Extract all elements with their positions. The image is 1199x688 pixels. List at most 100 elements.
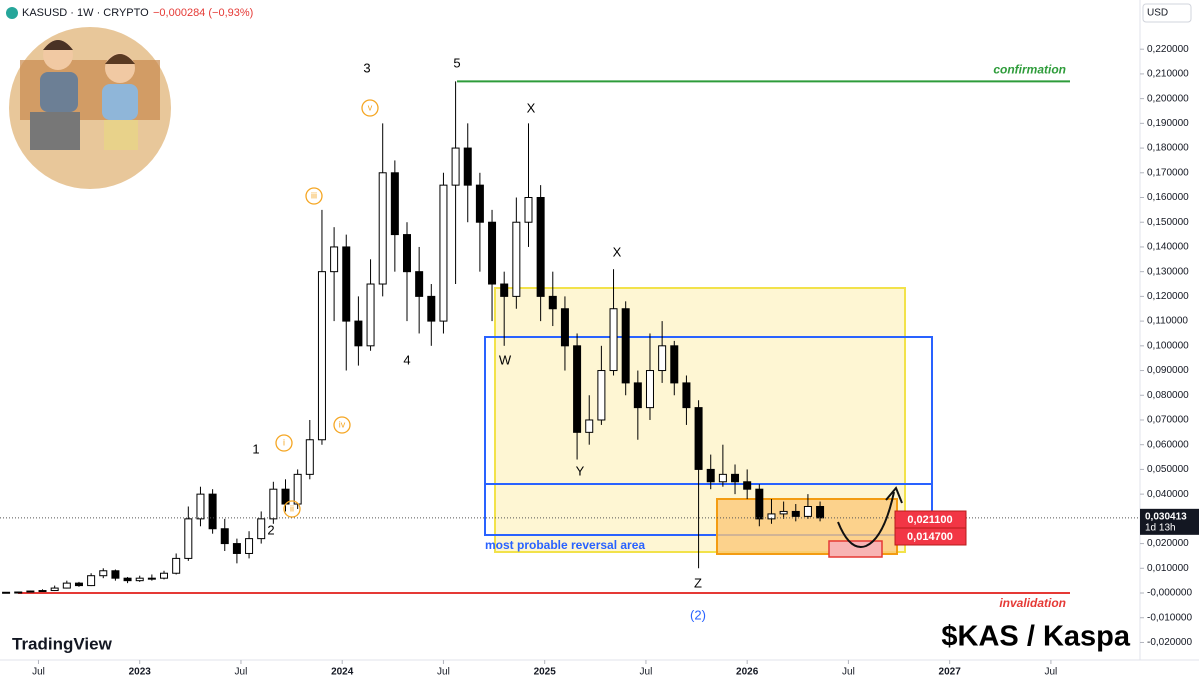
candle-body <box>99 570 108 577</box>
candle-body <box>402 234 411 273</box>
candle-body <box>184 518 193 559</box>
level-label: confirmation <box>993 62 1066 76</box>
box-tag-label: 0,021100 <box>907 514 952 526</box>
wave-label: 5 <box>453 55 460 70</box>
wave-label: (2) <box>690 607 706 622</box>
symbol-title: KASUSD · 1W · CRYPTO <box>22 7 149 19</box>
currency: USD <box>1147 8 1168 19</box>
candle-body <box>645 370 654 409</box>
x-tick-label: Jul <box>32 667 45 678</box>
candle-body <box>196 493 205 520</box>
wave-label: X <box>613 244 622 259</box>
candle-body <box>330 246 339 273</box>
x-tick-label: Jul <box>437 667 450 678</box>
candle-body <box>743 481 752 490</box>
y-tick-label: 0,060000 <box>1147 439 1189 450</box>
candle-body <box>123 577 132 582</box>
candle-body <box>147 577 156 580</box>
wave-label: 4 <box>403 352 410 367</box>
candle-body <box>172 557 181 574</box>
x-tick-label: Jul <box>235 667 248 678</box>
wave-label: v <box>368 102 373 112</box>
candle-body <box>670 345 679 384</box>
box-tag-label: 0,014700 <box>907 531 953 543</box>
candle-body <box>548 295 557 310</box>
change: −0,000284 (−0,93%) <box>153 7 253 19</box>
y-tick-label: 0,130000 <box>1147 266 1189 277</box>
candle-body <box>14 591 23 594</box>
candle-body <box>524 197 533 223</box>
y-tick-label: 0,090000 <box>1147 365 1189 376</box>
y-tick-label: 0,210000 <box>1147 69 1189 80</box>
avatar <box>9 27 171 189</box>
candle-body <box>62 582 71 589</box>
y-tick-label: 0,020000 <box>1147 538 1189 549</box>
candle-body <box>26 590 35 593</box>
wave-label: iv <box>339 419 346 429</box>
wave-circle <box>361 99 379 117</box>
candle-body <box>74 582 83 587</box>
candle-body <box>257 518 266 540</box>
x-tick-label: 2027 <box>939 667 962 678</box>
candle-body <box>305 439 314 475</box>
brand: TradingView <box>12 634 113 653</box>
candle-body <box>317 271 326 441</box>
arrow-head <box>885 486 903 504</box>
wave-label: 3 <box>363 60 370 75</box>
candle-body <box>366 283 375 347</box>
candle-body <box>585 419 594 433</box>
zone-label: most probable reversal area <box>485 538 645 552</box>
candle-body <box>160 572 169 579</box>
y-tick-label: 0,190000 <box>1147 118 1189 129</box>
reversal-box <box>484 336 933 536</box>
candle-body <box>816 505 825 519</box>
candle-body <box>293 473 302 505</box>
candle-body <box>390 172 399 236</box>
level-label: invalidation <box>999 596 1066 610</box>
x-tick-label: Jul <box>842 667 855 678</box>
candle-body <box>378 172 387 285</box>
x-tick-label: 2023 <box>129 667 152 678</box>
wave-label: 2 <box>267 522 274 537</box>
candle-body <box>427 295 436 322</box>
y-tick-label: 0,220000 <box>1147 44 1189 55</box>
candle-body <box>597 370 606 421</box>
candle-body <box>463 147 472 186</box>
candle-body <box>609 308 618 372</box>
candle-body <box>415 271 424 297</box>
x-tick-label: Jul <box>640 667 653 678</box>
y-tick-label: 0,150000 <box>1147 217 1189 228</box>
candle-body <box>38 590 47 593</box>
candle-body <box>439 184 448 322</box>
candle-body <box>232 543 241 554</box>
y-tick-label: -0,010000 <box>1147 612 1192 623</box>
candle-body <box>573 345 582 433</box>
y-tick-label: 0,120000 <box>1147 291 1189 302</box>
candle-body <box>354 320 363 347</box>
box-tag <box>894 527 967 546</box>
last-price: 0,030413 <box>1145 511 1187 522</box>
candle-body <box>245 538 254 554</box>
candle-body <box>451 147 460 186</box>
candle-body <box>512 221 521 297</box>
currency-box[interactable] <box>1142 3 1192 23</box>
y-tick-label: 0,110000 <box>1147 316 1188 327</box>
y-tick-label: 0,050000 <box>1147 464 1189 475</box>
y-tick-label: 0,100000 <box>1147 340 1189 351</box>
candle-body <box>500 283 509 297</box>
candle-body <box>50 587 59 592</box>
y-tick-label: 0,160000 <box>1147 192 1189 203</box>
candle-body <box>111 570 120 579</box>
candle-body <box>791 510 800 517</box>
wave-circle <box>275 434 293 452</box>
candle-body <box>779 510 788 515</box>
candle-body <box>2 591 11 594</box>
y-tick-label: 0,010000 <box>1147 563 1189 574</box>
y-tick-label: 0,200000 <box>1147 93 1189 104</box>
candle-body <box>633 382 642 409</box>
x-tick-label: 2025 <box>534 667 557 678</box>
candle-body <box>342 246 351 322</box>
candles <box>2 81 825 594</box>
y-tick-label: 0,080000 <box>1147 390 1189 401</box>
